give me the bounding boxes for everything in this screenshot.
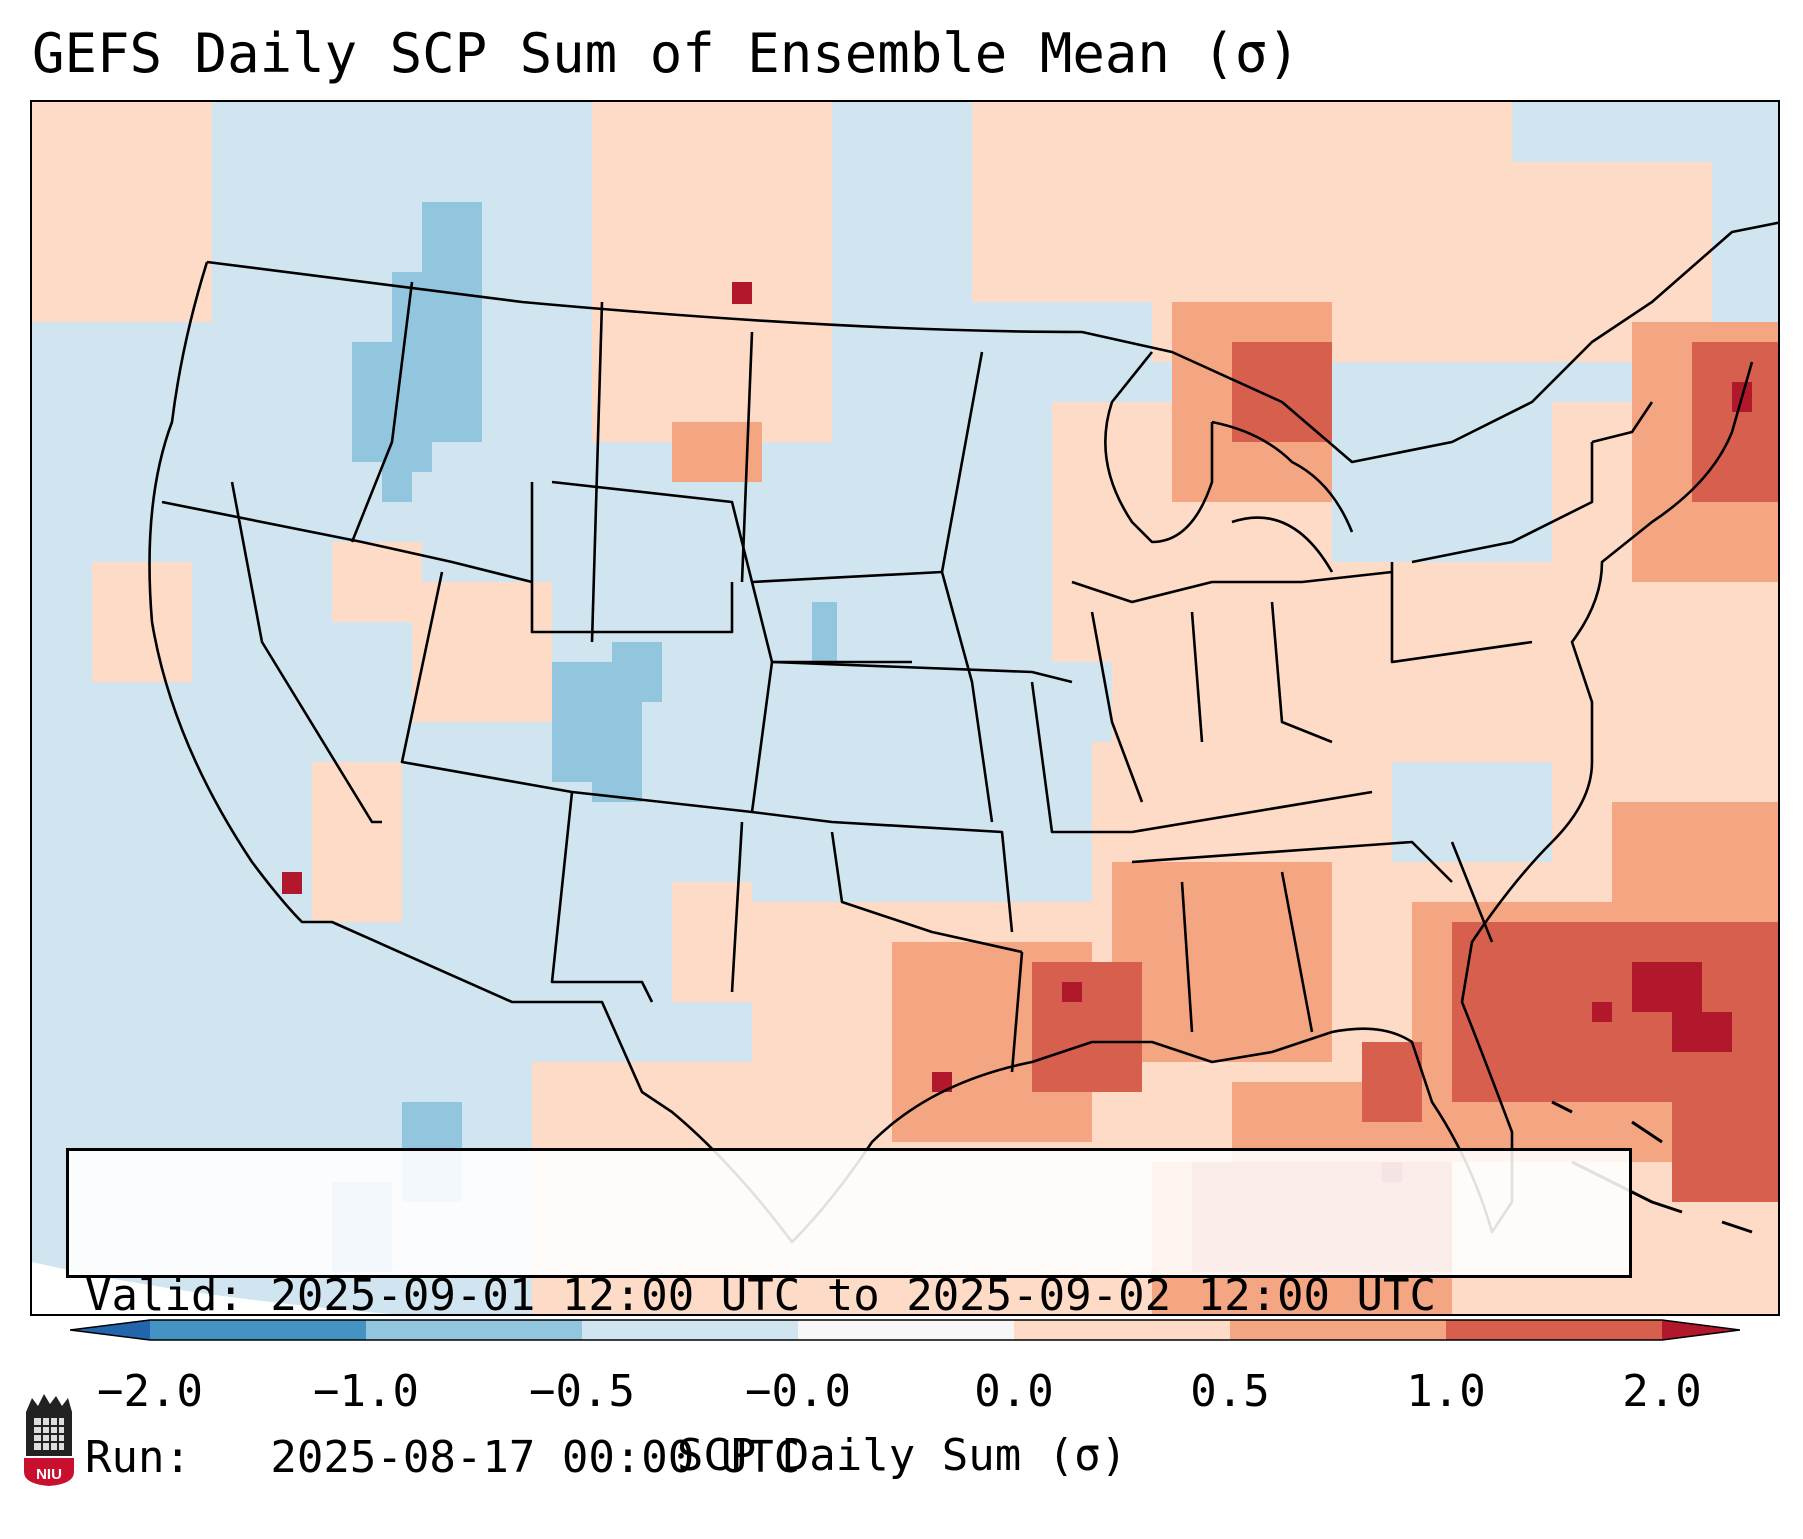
colorbar-tick-label: 0.5 [1190, 1366, 1270, 1417]
map-edge-white [32, 1262, 392, 1314]
colorbar-segment [366, 1320, 582, 1340]
colorbar-segment [1014, 1320, 1230, 1340]
logo-tower-top [26, 1394, 72, 1412]
run-time-text: Run: 2025-08-17 00:00 UTC [85, 1432, 801, 1483]
anomaly-map [32, 102, 1778, 1314]
colorbar-extend-high [1662, 1320, 1740, 1340]
map-panel[interactable] [30, 100, 1780, 1316]
valid-time-text: Valid: 2025-09-01 12:00 UTC to 2025-09-0… [85, 1270, 1437, 1321]
colorbar-tick-label: 0.0 [974, 1366, 1054, 1417]
colorbar-segment [582, 1320, 798, 1340]
colorbar-segment [150, 1320, 366, 1340]
chart-title: GEFS Daily SCP Sum of Ensemble Mean (σ) [32, 22, 1300, 85]
colorbar-tick-label: −0.5 [529, 1366, 635, 1417]
colorbar [70, 1319, 1740, 1341]
niu-logo: NIU [24, 1394, 74, 1486]
logo-text: NIU [36, 1466, 62, 1483]
colorbar-segment [1446, 1320, 1662, 1340]
colorbar-tick-label: 2.0 [1622, 1366, 1702, 1417]
colorbar-segment [1230, 1320, 1446, 1340]
political-boundaries [148, 221, 1778, 1244]
colorbar-tick-label: 1.0 [1406, 1366, 1486, 1417]
logo-shield [24, 1458, 74, 1486]
colorbar-extend-low [70, 1320, 150, 1340]
colorbar-tick-label: −1.0 [313, 1366, 419, 1417]
colorbar-label: SCP Daily Sum (σ) [676, 1430, 1128, 1481]
colorbar-tick-label: −2.0 [97, 1366, 203, 1417]
colorbar-segment [798, 1320, 1014, 1340]
validity-info-box: Valid: 2025-09-01 12:00 UTC to 2025-09-0… [66, 1148, 1632, 1483]
colorbar-tick-label: −0.0 [745, 1366, 851, 1417]
